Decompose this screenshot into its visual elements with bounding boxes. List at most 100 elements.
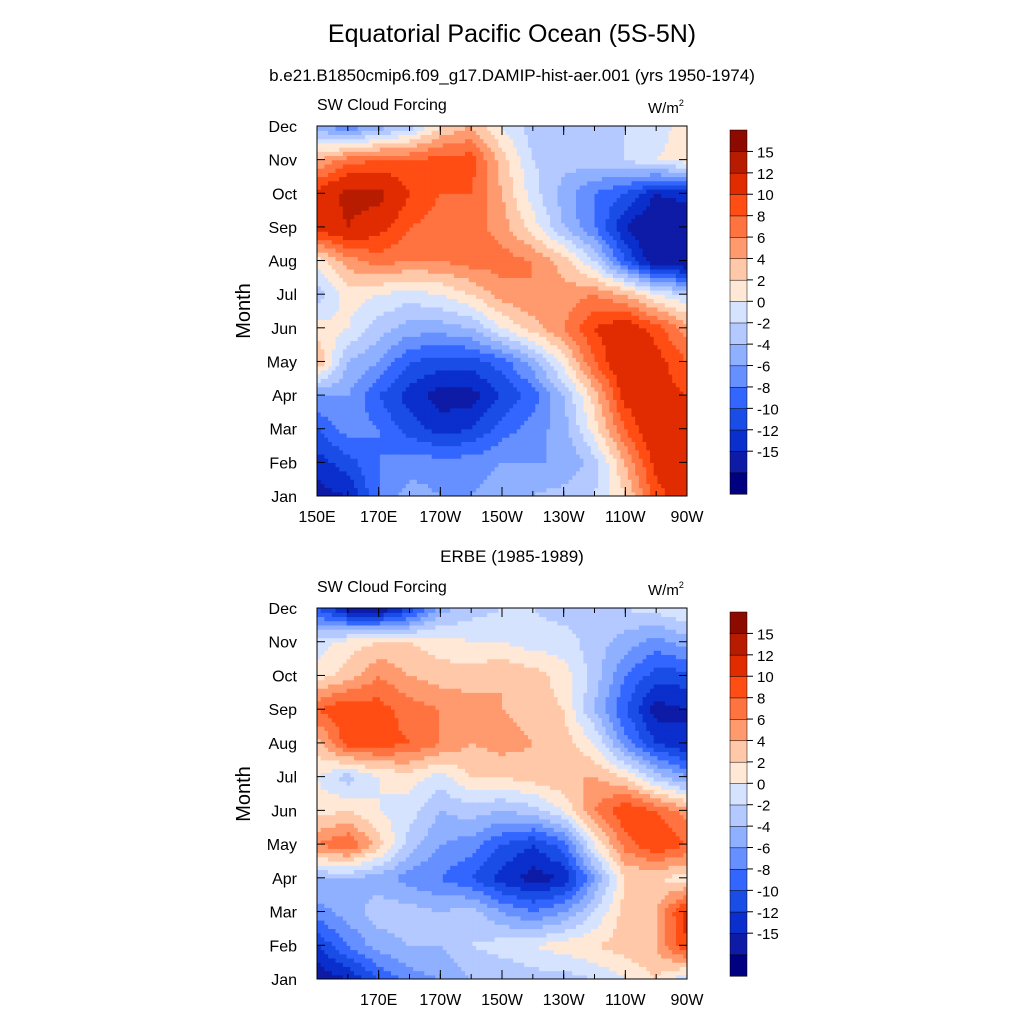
- contour-cell: [446, 306, 451, 312]
- contour-cell: [472, 332, 477, 337]
- contour-cell: [579, 361, 584, 367]
- contour-cell: [668, 445, 673, 451]
- contour-cell: [476, 437, 481, 442]
- contour-cell: [579, 420, 584, 426]
- contour-cell: [646, 361, 651, 367]
- contour-cell: [442, 395, 448, 400]
- contour-cell: [561, 340, 566, 346]
- contour-cell: [620, 302, 625, 308]
- contour-cell: [668, 289, 673, 295]
- contour-cell: [653, 344, 658, 350]
- contour-cell: [372, 437, 377, 442]
- contour-cell: [590, 399, 596, 405]
- contour-cell: [479, 365, 485, 371]
- contour-cell: [672, 327, 677, 333]
- contour-cell: [402, 441, 407, 447]
- contour-cell: [446, 441, 451, 447]
- contour-cell: [672, 399, 677, 405]
- contour-cell: [394, 420, 399, 426]
- contour-cell: [646, 395, 651, 400]
- contour-cell: [394, 323, 399, 329]
- contour-cell: [683, 357, 687, 363]
- contour-cell: [428, 327, 433, 333]
- contour-cell: [524, 386, 529, 392]
- contour-cell: [465, 491, 470, 496]
- contour-cell: [638, 315, 644, 320]
- contour-cell: [679, 353, 684, 358]
- contour-cell: [320, 437, 325, 442]
- contour-cell: [435, 449, 440, 455]
- contour-cell: [420, 470, 425, 476]
- contour-cell: [605, 483, 610, 489]
- contour-cell: [446, 395, 451, 400]
- contour-cell: [439, 479, 444, 484]
- contour-cell: [620, 411, 625, 417]
- contour-cell: [664, 302, 670, 308]
- contour-cell: [594, 479, 599, 484]
- contour-cell: [642, 374, 647, 379]
- contour-cell: [509, 399, 514, 405]
- contour-cell: [420, 357, 425, 363]
- contour-cell: [661, 407, 666, 413]
- contour-cell: [513, 458, 518, 463]
- contour-cell: [339, 315, 344, 320]
- contour-cell: [553, 466, 559, 472]
- contour-cell: [457, 453, 462, 459]
- contour-cell: [564, 327, 570, 333]
- contour-cell: [472, 311, 477, 316]
- contour-cell: [442, 315, 448, 320]
- contour-cell: [439, 353, 444, 358]
- contour-cell: [605, 382, 610, 388]
- contour-cell: [620, 332, 625, 337]
- contour-cell: [561, 357, 566, 363]
- contour-cell: [531, 399, 536, 405]
- contour-cell: [453, 298, 459, 304]
- contour-cell: [402, 403, 407, 409]
- contour-cell: [442, 390, 448, 396]
- contour-cell: [635, 449, 640, 455]
- contour-cell: [342, 420, 348, 426]
- contour-cell: [424, 466, 429, 472]
- contour-cell: [535, 483, 540, 489]
- contour-cell: [594, 315, 599, 320]
- contour-cell: [587, 424, 592, 430]
- contour-cell: [539, 416, 544, 421]
- contour-cell: [428, 399, 433, 405]
- contour-cell: [368, 315, 374, 320]
- contour-cell: [546, 390, 551, 396]
- contour-cell: [335, 319, 340, 325]
- contour-cell: [328, 491, 333, 496]
- contour-cell: [476, 294, 481, 299]
- contour-cell: [416, 395, 422, 400]
- contour-cell: [561, 462, 566, 468]
- contour-cell: [631, 420, 636, 426]
- contour-cell: [472, 344, 477, 350]
- contour-cell: [483, 323, 488, 329]
- contour-cell: [439, 424, 444, 430]
- contour-cell: [624, 437, 629, 442]
- contour-cell: [409, 428, 414, 434]
- contour-cell: [553, 285, 559, 291]
- contour-cell: [557, 289, 562, 295]
- contour-cell: [465, 311, 470, 316]
- contour-cell: [635, 319, 640, 325]
- contour-cell: [679, 411, 684, 417]
- contour-cell: [627, 445, 633, 451]
- contour-cell: [328, 344, 333, 350]
- contour-cell: [494, 487, 499, 493]
- contour-cell: [346, 390, 351, 396]
- contour-cell: [531, 453, 536, 459]
- contour-cell: [539, 285, 544, 291]
- contour-cell: [331, 353, 337, 358]
- contour-cell: [368, 411, 374, 417]
- contour-cell: [653, 365, 658, 371]
- contour-cell: [520, 332, 525, 337]
- contour-cell: [620, 403, 625, 409]
- contour-cell: [564, 491, 570, 496]
- contour-cell: [590, 462, 596, 468]
- contour-cell: [339, 336, 344, 342]
- contour-cell: [561, 470, 566, 476]
- contour-cell: [679, 323, 684, 329]
- contour-cell: [379, 399, 385, 405]
- contour-cell: [635, 403, 640, 409]
